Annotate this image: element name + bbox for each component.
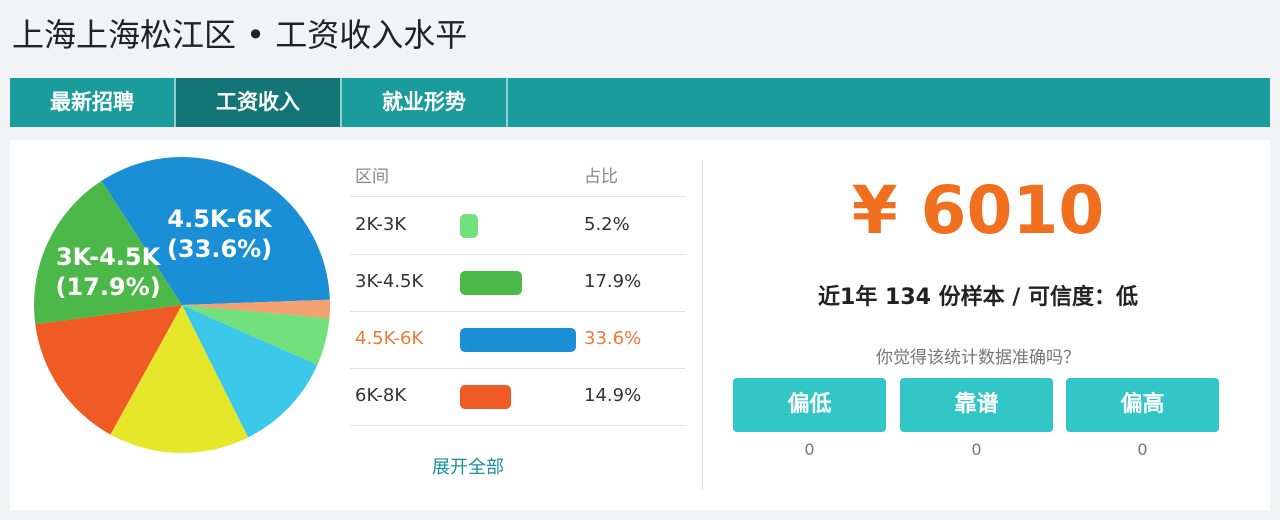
vote-count: 0 xyxy=(1137,440,1148,459)
range-label: 2K-3K xyxy=(355,214,407,235)
share-label: 5.2% xyxy=(584,214,630,235)
share-bar xyxy=(460,328,576,352)
range-label: 6K-8K xyxy=(355,385,407,406)
vote-button[interactable]: 靠谱 xyxy=(900,378,1053,432)
row-separator xyxy=(350,368,686,369)
row-separator xyxy=(350,196,686,197)
table-header: 区间 xyxy=(355,167,389,187)
slice-label: (17.9%) xyxy=(55,273,160,301)
slice-label: 4.5K-6K xyxy=(167,205,273,233)
share-label: 14.9% xyxy=(584,385,642,406)
pie-slice xyxy=(101,157,330,305)
pie-slice xyxy=(35,305,183,435)
slice-label: 3K-4.5K xyxy=(56,243,162,271)
pie-chart: 4.5K-6K(33.6%)3K-4.5K(17.9%) xyxy=(33,157,330,453)
tab[interactable]: 工资收入 xyxy=(176,78,342,127)
pie-slice xyxy=(182,305,330,365)
slice-label: (33.6%) xyxy=(167,235,272,263)
vote-button[interactable]: 偏低 xyxy=(733,378,886,432)
vote-count: 0 xyxy=(804,440,815,459)
row-separator xyxy=(350,425,686,426)
share-label: 33.6% xyxy=(584,328,642,349)
pie-slice xyxy=(182,299,330,319)
summary: 近1年 134 份样本 / 可信度：低 xyxy=(818,285,1138,310)
vote-count: 0 xyxy=(971,440,982,459)
expand-link[interactable]: 展开全部 xyxy=(432,457,504,478)
table-header: 占比 xyxy=(584,167,618,187)
pie-slice xyxy=(33,180,182,325)
share-bar xyxy=(460,214,478,238)
page-title: 上海上海松江区 • 工资收入水平 xyxy=(12,16,468,54)
row-separator xyxy=(350,311,686,312)
pie-slice xyxy=(110,305,249,453)
share-bar xyxy=(460,271,522,295)
question: 你觉得该统计数据准确吗？ xyxy=(876,348,1080,368)
salary: ¥ 6010 xyxy=(851,172,1105,249)
range-label: 4.5K-6K xyxy=(355,328,424,349)
tab-bar: 最新招聘 工资收入 就业形势 xyxy=(10,78,1270,127)
row-separator xyxy=(350,254,686,255)
tab[interactable]: 最新招聘 xyxy=(10,78,176,127)
range-label: 3K-4.5K xyxy=(355,271,424,292)
share-label: 17.9% xyxy=(584,271,642,292)
tab[interactable]: 就业形势 xyxy=(342,78,508,127)
vote-button[interactable]: 偏高 xyxy=(1066,378,1219,432)
share-bar xyxy=(460,385,512,409)
pie-slice xyxy=(182,305,318,438)
divider xyxy=(702,160,703,490)
